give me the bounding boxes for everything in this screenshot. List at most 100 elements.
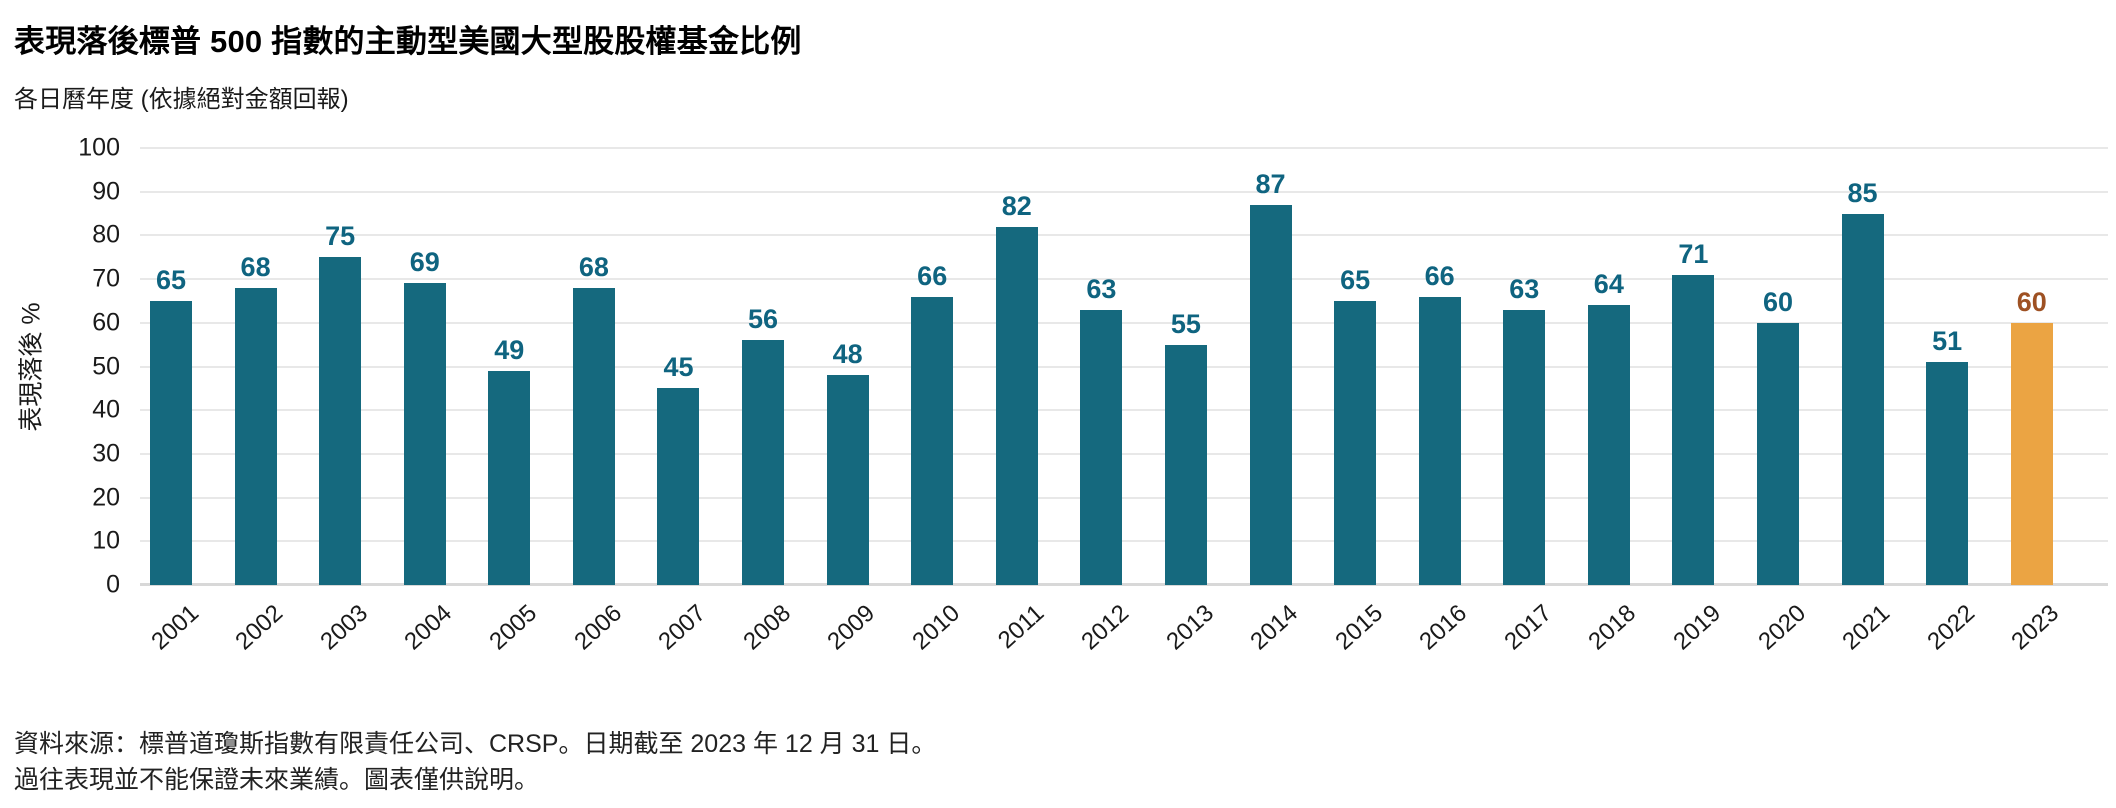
bar — [234, 287, 277, 585]
bar-value-label: 48 — [832, 339, 863, 370]
bar — [150, 300, 192, 585]
y-tick-label: 10 — [92, 526, 120, 555]
bar — [1249, 204, 1292, 585]
x-tick-label: 2007 — [653, 599, 712, 656]
bar — [403, 283, 446, 585]
source-footer: 資料來源：標普道瓊斯指數有限責任公司、CRSP。日期截至 2023 年 12 月… — [14, 726, 936, 798]
x-tick-label: 2021 — [1837, 599, 1896, 656]
x-tick-label: 2002 — [230, 599, 289, 656]
bar-value-label: 66 — [917, 260, 948, 291]
y-tick-label: 20 — [92, 483, 120, 512]
bar — [572, 287, 615, 585]
x-tick-label: 2008 — [738, 599, 796, 656]
x-tick-label: 2012 — [1076, 599, 1135, 656]
x-tick-label: 2016 — [1414, 599, 1473, 656]
bar — [826, 375, 869, 585]
bar — [1672, 274, 1715, 585]
x-tick-label: 2010 — [907, 599, 965, 656]
y-tick-label: 80 — [92, 220, 120, 249]
bar-value-label: 60 — [2016, 286, 2047, 317]
bar-group-2023: 60 2023 — [2007, 148, 2065, 655]
disclaimer-line: 過往表現並不能保證未來業績。圖表僅供說明。 — [14, 766, 540, 794]
bar-value-label: 60 — [1762, 286, 1793, 317]
bar-value-label: 82 — [1001, 190, 1032, 221]
bar-value-label: 64 — [1593, 269, 1624, 300]
y-tick-label: 90 — [92, 177, 120, 206]
gridline — [140, 278, 2108, 281]
x-tick-label: 2019 — [1668, 599, 1727, 656]
gridline — [140, 409, 2108, 412]
bar-value-label: 85 — [1847, 177, 1878, 208]
y-axis-ticks: 0 10 20 30 40 50 60 70 80 90 100 — [0, 135, 120, 597]
bar-group-2014: 87 2014 — [1246, 148, 1304, 655]
gridline — [140, 190, 2108, 193]
x-tick-label: 2020 — [1752, 599, 1811, 656]
bar-value-label: 66 — [1424, 260, 1455, 291]
bar-value-label: 51 — [1932, 326, 1963, 357]
bar — [995, 226, 1038, 585]
bar-group-2007: 45 2007 — [653, 148, 711, 655]
bar-group-2008: 56 2008 — [738, 148, 796, 656]
bar-group-2019: 71 2019 — [1668, 148, 1726, 655]
bar-value-label: 75 — [325, 221, 356, 252]
y-tick-label: 50 — [92, 352, 120, 380]
x-tick-label: 2003 — [315, 599, 373, 656]
source-line: 資料來源：標普道瓊斯指數有限責任公司、CRSP。日期截至 2023 年 12 月… — [14, 730, 937, 758]
gridline — [140, 496, 2108, 499]
gridline — [140, 452, 2108, 455]
bar-value-label: 68 — [240, 251, 271, 282]
x-tick-label: 2005 — [484, 599, 543, 656]
bar-value-label: 65 — [155, 264, 187, 295]
bar-group-2004: 69 2004 — [400, 148, 458, 655]
grid-layer — [140, 147, 2108, 586]
y-tick-label: 30 — [92, 439, 120, 468]
bar-group-2002: 68 2002 — [231, 148, 289, 655]
bar-group-2012: 63 2012 — [1076, 148, 1134, 655]
x-tick-label: 2023 — [2006, 599, 2065, 656]
bar-group-2009: 48 2009 — [823, 148, 881, 656]
x-tick-label: 2017 — [1499, 599, 1557, 656]
y-tick-label: 70 — [92, 264, 120, 293]
bar-value-label: 55 — [1170, 308, 1201, 339]
bar-value-label: 45 — [663, 352, 694, 383]
bar-group-2006: 68 2006 — [569, 148, 627, 655]
bar-value-label: 49 — [494, 334, 525, 365]
bar-value-label: 65 — [1340, 264, 1371, 295]
bar-group-2003: 75 2003 — [315, 148, 373, 656]
gridline — [140, 540, 2108, 543]
bar — [657, 388, 700, 585]
gridline — [140, 321, 2108, 324]
bar-group-2016: 66 2016 — [1415, 148, 1473, 655]
bar — [742, 340, 785, 585]
bar — [911, 296, 954, 585]
bar-value-label: 87 — [1255, 168, 1286, 199]
bar-group-2017: 63 2017 — [1499, 148, 1557, 655]
bar — [1756, 322, 1799, 585]
x-tick-label: 2009 — [822, 599, 881, 656]
bar-group-2001: 65 2001 — [146, 148, 204, 655]
bar — [1503, 309, 1546, 585]
x-tick-label: 2018 — [1583, 599, 1642, 656]
bar — [319, 257, 362, 585]
bar-value-label: 68 — [578, 251, 609, 282]
bar-value-label: 63 — [1509, 273, 1540, 304]
bar — [1164, 344, 1207, 585]
bar-group-2018: 64 2018 — [1584, 148, 1642, 655]
bar-group-2005: 49 2005 — [484, 148, 542, 655]
gridline — [140, 147, 2108, 149]
chart-header: 表現落後標普 500 指數的主動型美國大型股股權基金比例 各日曆年度 (依據絕對… — [14, 16, 802, 114]
bar-value-label: 63 — [1086, 273, 1117, 304]
bar — [1418, 296, 1461, 585]
gridline — [140, 234, 2108, 237]
bar-group-2020: 60 2020 — [1753, 148, 1811, 655]
x-axis-baseline — [140, 583, 2108, 586]
bar-group-2013: 55 2013 — [1161, 148, 1219, 655]
x-tick-label: 2014 — [1245, 599, 1304, 656]
y-tick-label: 60 — [92, 308, 120, 337]
bar — [1080, 309, 1123, 585]
bar-group-2010: 66 2010 — [907, 148, 965, 655]
x-tick-label: 2013 — [1160, 599, 1219, 656]
bar-highlight — [2010, 322, 2053, 585]
bar — [488, 370, 531, 585]
bar-group-2022: 51 2022 — [1922, 148, 1980, 656]
